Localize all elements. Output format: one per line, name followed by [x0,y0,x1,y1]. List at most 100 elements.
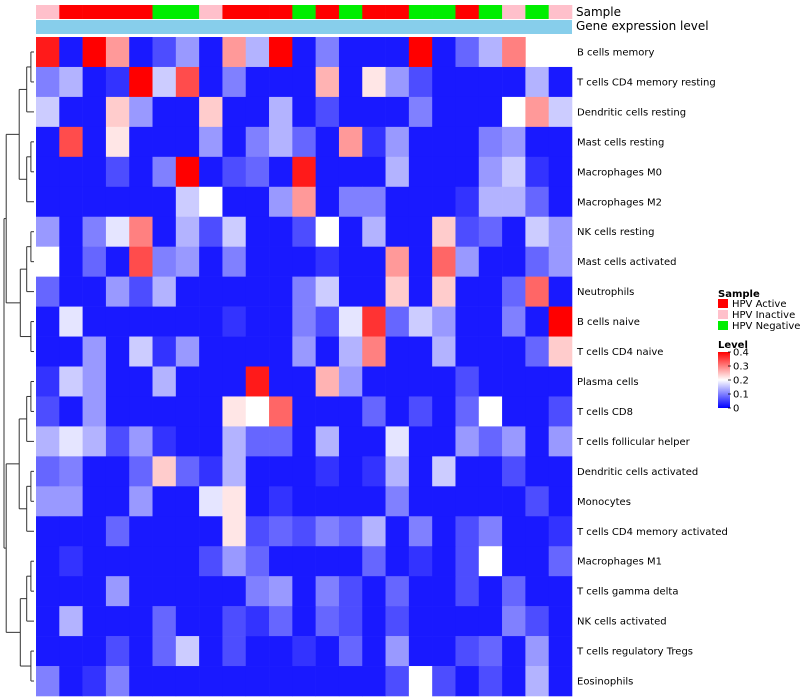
heatmap-cell [455,306,480,337]
heatmap-cell [105,126,130,158]
heatmap-cell [338,606,363,637]
heatmap-cell [502,486,526,517]
heatmap-cell [105,366,130,397]
heatmap-cell [338,216,363,247]
heatmap-cell [478,126,503,158]
sample-annotation-cell [455,5,480,19]
heatmap-cell [175,306,200,337]
heatmap-cell [502,666,526,697]
heatmap-cell [105,246,130,277]
heatmap-cell [105,666,130,697]
heatmap-cell [338,576,363,607]
heatmap-cell [245,216,270,247]
heatmap-cell [269,486,293,517]
heatmap-cell [292,276,316,307]
heatmap-cell [432,456,456,487]
heatmap-cell [222,126,247,158]
heatmap-cell [385,426,410,457]
sample-annotation-cell [82,5,107,19]
heatmap-cell [269,606,293,637]
heatmap-cell [175,126,200,158]
heatmap-cell [245,486,270,517]
heatmap-cell [129,126,153,158]
heatmap-cell [385,366,410,397]
heatmap-cell [432,606,456,637]
heatmap-cell [525,546,549,577]
heatmap-cell [175,456,200,487]
heatmap-cell [152,486,177,517]
row-labels: B cells memory T cells CD4 memory resting… [576,47,728,687]
heatmap-cell [502,37,526,68]
heatmap-cell [455,426,480,457]
heatmap-cell [269,126,293,158]
heatmap-cell [105,276,130,307]
heatmap-cell [362,666,386,697]
heatmap-cell [59,486,83,517]
heatmap-cell [338,366,363,397]
heatmap-cell [152,156,177,188]
heatmap-cell [432,156,456,188]
heatmap-cell [36,126,60,158]
heatmap-cell [292,516,316,547]
heatmap-cell [245,126,270,158]
heatmap-cell [129,186,153,218]
heatmap-cell [82,276,107,307]
heatmap-cell [385,636,410,667]
heatmap-cell [36,216,60,247]
heatmap-cell [292,96,316,128]
heatmap-cell [548,606,573,637]
heatmap-cell [455,456,480,487]
heatmap-cell [362,37,386,68]
heatmap-cell [432,366,456,397]
heatmap-cell [525,396,549,427]
heatmap-cell [362,186,386,218]
heatmap-cell [222,66,247,98]
heatmap-cell [129,486,153,517]
heatmap-cell [548,516,573,547]
heatmap-cell [292,456,316,487]
heatmap-cell [199,396,223,427]
heatmap-cell [455,156,480,188]
heatmap-cell [455,366,480,397]
sample-annotation-cell [478,5,503,19]
sample-annotation-cell [105,5,130,19]
heatmap-cell [152,576,177,607]
heatmap-cell [502,366,526,397]
heatmap-cell [338,276,363,307]
heatmap-cell [315,216,340,247]
heatmap-cell [478,366,503,397]
heatmap-cell [548,306,573,337]
heatmap-cell [152,216,177,247]
heatmap-cell [362,126,386,158]
heatmap-cell [59,576,83,607]
heatmap-cell [36,396,60,427]
heatmap-cell [525,66,549,98]
heatmap-cell [478,306,503,337]
heatmap-cell [129,216,153,247]
heatmap-cell [455,546,480,577]
heatmap-cell [292,156,316,188]
row-label: T cells follicular helper [576,437,691,448]
heatmap-cell [502,546,526,577]
sample-annotation-cell [269,5,293,19]
heatmap-cell [502,306,526,337]
heatmap-cell [362,216,386,247]
heatmap-cell [82,216,107,247]
heatmap-cell [36,156,60,188]
heatmap-cell [432,636,456,667]
heatmap-cell [82,636,107,667]
heatmap-cell [432,666,456,697]
heatmap-cell [59,516,83,547]
heatmap-cell [269,96,293,128]
heatmap-cell [315,636,340,667]
sample-annotation-cell [315,5,340,19]
heatmap-cell [105,66,130,98]
heatmap-cell [502,216,526,247]
heatmap-cell [245,306,270,337]
heatmap-cell [36,336,60,367]
heatmap-cell [408,66,433,98]
heatmap-cell [269,276,293,307]
heatmap-cell [408,636,433,667]
heatmap-cell [129,156,153,188]
